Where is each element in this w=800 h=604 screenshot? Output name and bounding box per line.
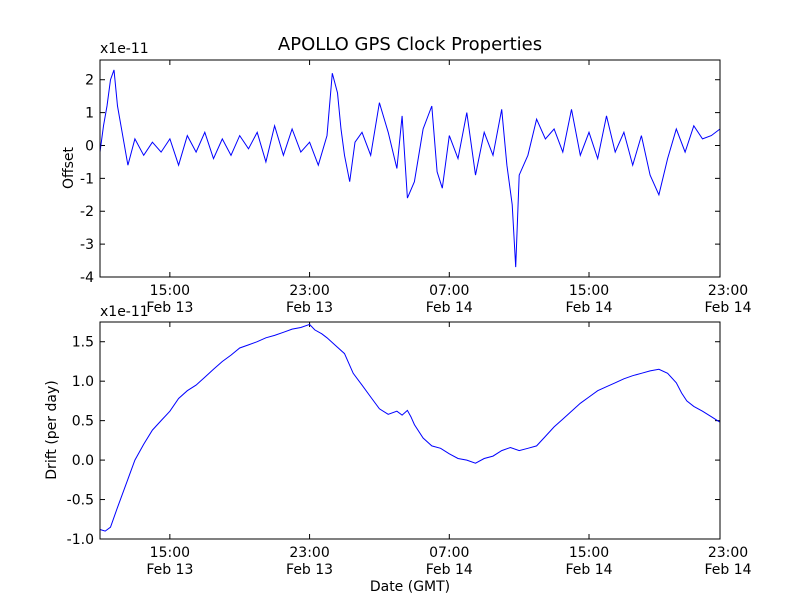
drift-x-tick-date-label: Feb 14 — [565, 562, 612, 578]
offset-x-tick-date-label: Feb 14 — [565, 300, 612, 316]
drift-y-tick-label: 0.0 — [72, 453, 94, 469]
drift-x-tick-date-label: Feb 13 — [286, 562, 333, 578]
drift-y-tick-label: -1.0 — [67, 532, 94, 548]
drift-x-tick-time-label: 15:00 — [569, 545, 609, 561]
drift-x-tick-date-label: Feb 14 — [704, 562, 751, 578]
offset-y-tick-label: 0 — [85, 138, 94, 154]
offset-x-tick-date-label: Feb 14 — [426, 300, 473, 316]
drift-multiplier-label: x1e-11 — [100, 304, 149, 320]
drift-panel: x1e-11 Drift (per day) Date (GMT) 1.5 1.0… — [44, 304, 752, 595]
offset-x-tick-date-label: Feb 13 — [146, 300, 193, 316]
drift-x-tick-time-label: 07:00 — [429, 545, 469, 561]
drift-x-tick-date-label: Feb 14 — [426, 562, 473, 578]
offset-x-tick-time-label: 23:00 — [289, 283, 329, 299]
drift-x-tick-date-label: Feb 13 — [146, 562, 193, 578]
drift-series-line — [99, 323, 721, 532]
offset-y-tick-label: -3 — [80, 237, 94, 253]
offset-multiplier-label: x1e-11 — [100, 41, 149, 57]
offset-x-tick-time-label: 23:00 — [708, 283, 748, 299]
offset-x-tick-time-label: 15:00 — [569, 283, 609, 299]
drift-x-tick-time-label: 15:00 — [150, 545, 190, 561]
offset-y-axis-label: Offset — [61, 146, 77, 189]
offset-y-tick-label: 2 — [85, 73, 94, 89]
offset-plot-frame — [99, 59, 721, 278]
figure-title: APOLLO GPS Clock Properties — [278, 34, 542, 55]
x-axis-label: Date (GMT) — [370, 579, 450, 595]
drift-y-tick-label: 1.5 — [72, 335, 94, 351]
drift-y-tick-label: 1.0 — [72, 374, 94, 390]
drift-y-tick-label: 0.5 — [72, 414, 94, 430]
offset-x-tick-date-label: Feb 13 — [286, 300, 333, 316]
offset-x-tick-time-label: 15:00 — [150, 283, 190, 299]
offset-y-tick-label: -4 — [80, 270, 94, 286]
drift-y-tick-label: -0.5 — [67, 493, 94, 509]
drift-y-axis-label: Drift (per day) — [44, 380, 60, 479]
offset-y-tick-label: -2 — [80, 204, 94, 220]
offset-y-tick-label: -1 — [80, 171, 94, 187]
offset-x-tick-time-label: 07:00 — [429, 283, 469, 299]
drift-plot-frame — [99, 321, 721, 540]
drift-x-tick-time-label: 23:00 — [708, 545, 748, 561]
offset-x-tick-date-label: Feb 14 — [704, 300, 751, 316]
drift-x-tick-time-label: 23:00 — [289, 545, 329, 561]
offset-y-tick-label: 1 — [85, 106, 94, 122]
offset-series-line — [99, 69, 721, 268]
